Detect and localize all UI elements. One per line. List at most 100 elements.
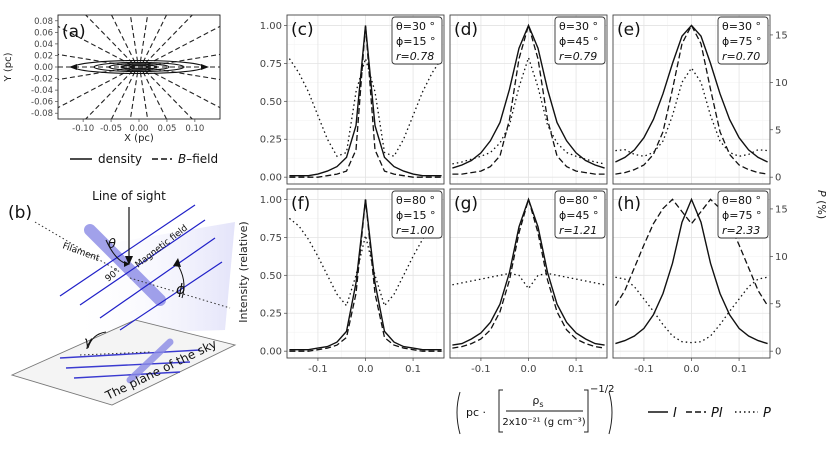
theta-arrowhead — [124, 261, 130, 267]
r-value: r=2.33 — [722, 224, 760, 237]
formula-bracket-left — [498, 389, 503, 433]
projected-field-line — [73, 371, 181, 379]
theta-value: θ=30 ° — [396, 20, 435, 33]
phi-arrowhead — [173, 258, 181, 267]
legend-PI-label: PI — [711, 406, 723, 421]
panel-f: (f) θ=80 ° ϕ=15 ° r=1.00 0.00 0.25 0.50 0.75 1.0… — [260, 188, 445, 375]
field-line — [59, 204, 196, 297]
params-box — [554, 16, 606, 65]
panel-g: (g) θ=80 ° ϕ=45 ° r=1.21 -0.1 0.0 0.1 — [449, 188, 608, 375]
r-value: r=0.70 — [722, 50, 760, 63]
left-tick-label: 1.00 — [260, 21, 282, 32]
x-tick-label: 0.0 — [521, 364, 537, 375]
panel-d: (d) θ=30 ° ϕ=45 ° r=0.79 — [449, 14, 608, 185]
right-tick-label: 0 — [775, 347, 781, 358]
panel-frame — [449, 14, 608, 185]
panel-frame — [612, 14, 771, 185]
r-value: r=1.00 — [396, 224, 434, 237]
panel-a-xtick-label: -0.05 — [100, 124, 122, 134]
projected-filament — [126, 338, 174, 384]
profile-grid: Intensity (relative) P (%) (c) θ=30 ° ϕ=15… — [237, 14, 828, 435]
r-value: r=1.21 — [559, 224, 597, 237]
panel-label: (g) — [454, 194, 478, 214]
x-tick-label: 0.0 — [684, 364, 700, 375]
theta-value: θ=30 ° — [722, 20, 761, 33]
right-tick-label: 5 — [775, 125, 781, 136]
series-I — [289, 199, 442, 351]
left-tick-label: 0.75 — [260, 233, 282, 244]
theta-value: θ=30 ° — [559, 20, 598, 33]
left-tick-label: 1.00 — [260, 195, 282, 206]
dotted-axis — [34, 221, 121, 273]
panel-label: (e) — [617, 20, 641, 40]
line-of-sight-label: Line of sight — [92, 189, 166, 203]
params-box — [554, 190, 606, 239]
right-tick-label: 15 — [775, 204, 788, 215]
projected-field-line — [59, 349, 201, 359]
panel-a: (a) 0.080.060.040.020.00-0.02-0.04-0.06-… — [3, 14, 221, 166]
panel-frame — [286, 14, 445, 185]
panel-a-ytick-label: 0.06 — [34, 28, 53, 38]
formula-numerator: ρs — [532, 394, 543, 409]
phi-value: ϕ=15 ° — [396, 209, 435, 222]
panel-a-ylabel: Y (pc) — [3, 52, 14, 82]
panel-label: (c) — [291, 20, 314, 40]
xaxis-formula: pc · ρs 2x10⁻²¹ (g cm⁻³) −1/2 — [456, 384, 614, 435]
plane-of-sky — [10, 319, 237, 406]
density-contour — [120, 64, 158, 70]
params-box — [717, 190, 769, 239]
panel-a-yticks: 0.080.06 0.040.02 0.00 -0.02-0.04 -0.06-0.08 — [31, 17, 58, 119]
density-contour — [129, 65, 149, 69]
panel-e: (e) θ=30 ° ϕ=75 ° r=0.70 0 5 10 15 — [612, 14, 788, 185]
panel-a-xticks: -0.10 -0.05 0.00 0.05 0.10 — [72, 119, 204, 134]
panel-a-ytick-label: 0.02 — [34, 51, 53, 61]
panel-a-ytick-label: 0.08 — [34, 17, 53, 27]
left-tick-label: 0.00 — [260, 347, 282, 358]
series-P — [615, 276, 768, 344]
left-tick-label: 0.50 — [260, 271, 282, 282]
phi-value: ϕ=15 ° — [396, 35, 435, 48]
panel-c: (c) θ=30 ° ϕ=15 ° r=0.78 0.00 0.25 0.50 0.75 1.0… — [260, 14, 445, 185]
left-axis-title: Intensity (relative) — [237, 221, 250, 322]
phi-value: ϕ=45 ° — [559, 35, 598, 48]
bfield-lines — [58, 15, 220, 119]
filament-label: Filament — [61, 241, 101, 264]
panel-a-ytick-label: -0.02 — [31, 75, 53, 85]
formula-denominator: 2x10⁻²¹ (g cm⁻³) — [502, 417, 585, 428]
gamma-symbol: γ — [84, 335, 93, 350]
formula-paren-left — [456, 391, 461, 435]
series-I — [615, 197, 768, 345]
density-contours — [69, 59, 209, 75]
field-line — [79, 219, 206, 306]
theta-value: θ=80 ° — [396, 194, 435, 207]
panel-a-xtick-label: 0.05 — [157, 124, 176, 134]
formula-prefix: pc · — [466, 406, 486, 419]
panel-a-xlabel: X (pc) — [124, 133, 154, 144]
density-tip-left — [69, 64, 77, 70]
series-PI — [614, 198, 769, 307]
line-of-sight-arrowhead — [125, 256, 133, 265]
field-line — [99, 237, 216, 319]
theta-value: θ=80 ° — [559, 194, 598, 207]
projected-field-line — [65, 361, 191, 369]
bfield-line — [146, 25, 220, 66]
right-axis-title: P (%) — [815, 190, 828, 219]
x-tick-label: -0.1 — [634, 364, 654, 375]
formula-paren-right — [608, 391, 613, 435]
legend-I-label: I — [673, 406, 677, 421]
panel-b-label: (b) — [8, 203, 32, 223]
series-P — [288, 56, 443, 158]
density-contour — [93, 61, 185, 73]
x-tick-label: -0.1 — [308, 364, 328, 375]
x-tick-label: 0.1 — [405, 364, 421, 375]
panel-label: (f) — [291, 194, 310, 214]
panel-a-ytick-label: -0.06 — [31, 98, 53, 108]
bfield-line — [144, 15, 194, 64]
panel-a-ytick-label: 0.04 — [34, 40, 53, 50]
x-tick-label: 0.1 — [568, 364, 584, 375]
profile-panels: (c) θ=30 °ϕ=15 °r=0.780.000.250.500.751.0… — [260, 14, 788, 375]
left-tick-label: 0.25 — [260, 135, 282, 146]
panel-a-label: (a) — [62, 22, 86, 42]
legend-bfield-label: B–field — [178, 152, 218, 166]
